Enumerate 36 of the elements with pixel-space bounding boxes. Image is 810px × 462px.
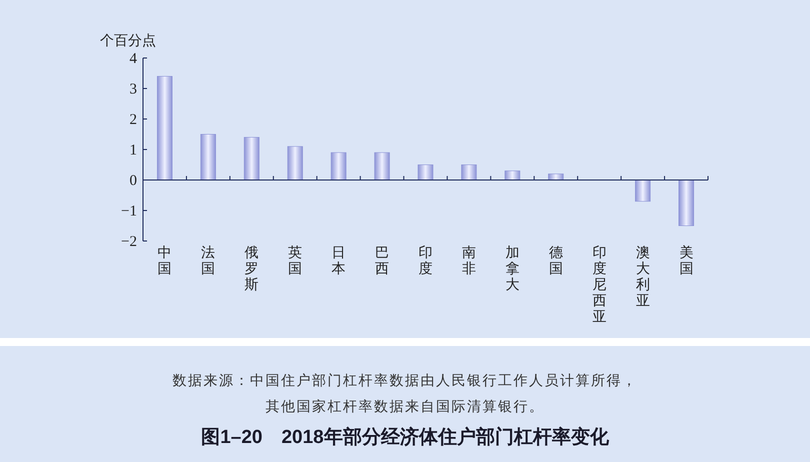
x-tick-label: 南非 (462, 245, 476, 277)
x-tick-label: 德国 (548, 245, 563, 277)
source-note: 数据来源：中国住户部门杠杆率数据由人民银行工作人员计算所得， (172, 373, 638, 389)
x-tick-label: 印度尼西亚 (592, 245, 606, 325)
bar (461, 164, 477, 180)
x-tick-label: 印度 (418, 245, 432, 277)
x-tick-label: 法国 (201, 245, 216, 277)
x-tick-label: 英国 (288, 245, 302, 277)
x-tick-label: 中国 (158, 245, 172, 277)
x-tick-label: 加拿大 (505, 245, 520, 293)
y-axis-title: 个百分点 (100, 33, 156, 49)
bar (678, 180, 694, 226)
x-tick-label: 俄罗斯 (244, 245, 259, 293)
x-tick-label: 巴西 (375, 246, 390, 277)
x-tick-label: 澳大利亚 (636, 245, 650, 309)
bar (374, 152, 390, 180)
bar (244, 137, 260, 180)
y-tick-label: 0 (130, 173, 137, 189)
bar (548, 174, 564, 180)
y-tick-label: −1 (121, 204, 137, 220)
text: 其他国家杠杆率数据来自国际清算银行。 (266, 399, 544, 415)
y-tick-label: 2 (130, 112, 137, 128)
bar (504, 170, 520, 180)
x-tick-label: 日本 (332, 246, 346, 277)
bar (200, 134, 216, 180)
y-tick-label: 3 (130, 82, 137, 98)
y-tick-label: −2 (121, 234, 137, 250)
bar (635, 180, 651, 202)
y-tick-label: 4 (130, 51, 138, 67)
bar (330, 152, 346, 180)
bar (287, 146, 303, 180)
y-tick-label: 1 (130, 142, 137, 158)
x-tick-label: 美国 (679, 245, 694, 277)
bar (156, 76, 172, 180)
text: 图1–20 2018年部分经济体住户部门杠杆率变化 (201, 426, 610, 448)
bar (418, 164, 434, 180)
